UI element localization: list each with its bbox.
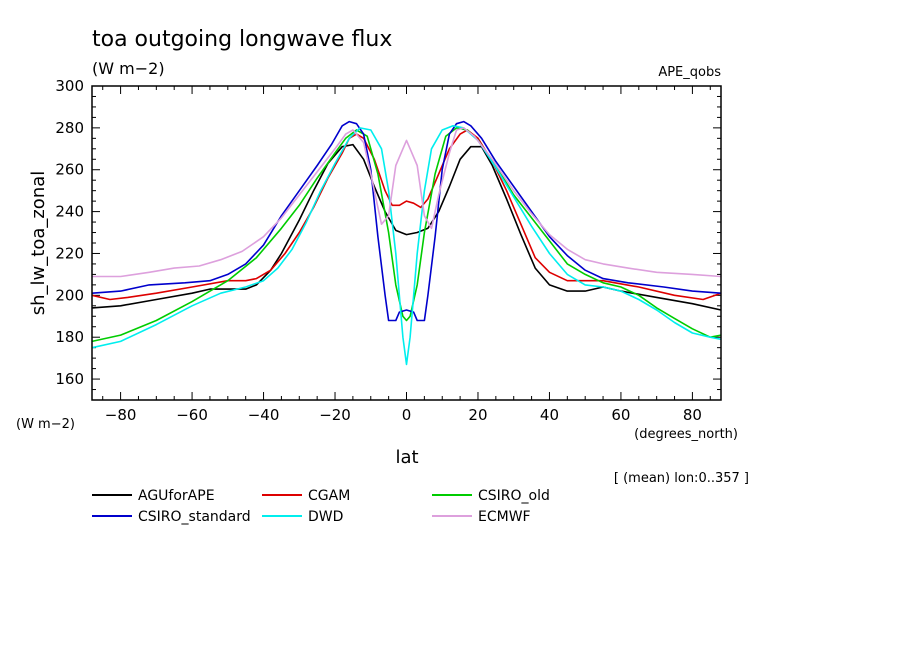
experiment-label: APE_qobs [658,65,721,80]
y-tick-label: 220 [55,244,84,262]
legend-label: CGAM [308,488,350,504]
y-tick-label: 180 [55,328,84,346]
series-line-ecmwf [92,127,722,278]
x-tick-label: 60 [611,406,630,424]
y-tick-label: 300 [55,77,84,95]
chart-title: toa outgoing longwave flux [92,27,392,52]
x-axis-label: lat [395,447,418,468]
y-axis-label: sh_lw_toa_zonal [28,171,49,316]
legend-label: CSIRO_standard [138,509,251,525]
x-tick-label: −40 [248,406,280,424]
series-line-dwd [91,125,722,366]
legend-label: ECMWF [478,509,531,525]
y-tick-label: 260 [55,161,84,179]
series-lines [91,120,722,366]
x-tick-label: −20 [319,406,351,424]
x-tick-label: 0 [402,406,412,424]
legend-label: CSIRO_old [478,488,550,504]
y-tick-label: 280 [55,119,84,137]
series-line-aguforape [91,143,722,311]
x-tick-label: 40 [540,406,559,424]
x-axis-units: (degrees_north) [634,427,738,442]
chart-subtitle: (W m−2) [92,59,165,78]
legend: AGUforAPE CGAM CSIRO_old CSIRO_standard DWD E… [92,488,550,525]
axis-ticks: −80 −60 −40 −20 0 20 40 60 80 160 180 200 220 240 260 2… [55,77,721,424]
series-line-cgam [91,129,722,301]
legend-label: DWD [308,509,343,525]
x-tick-label: −60 [176,406,208,424]
y-tick-label: 240 [55,203,84,221]
y-axis-units: (W m−2) [16,417,75,432]
x-tick-label: 80 [683,406,702,424]
y-tick-label: 200 [55,286,84,304]
plot-frame [91,85,722,401]
mean-note: [ (mean) lon:0..357 ] [614,471,749,486]
x-tick-label: 20 [468,406,487,424]
y-tick-label: 160 [55,370,84,388]
x-tick-label: −80 [105,406,137,424]
legend-label: AGUforAPE [138,488,215,504]
series-line-csiro-old [91,127,722,343]
